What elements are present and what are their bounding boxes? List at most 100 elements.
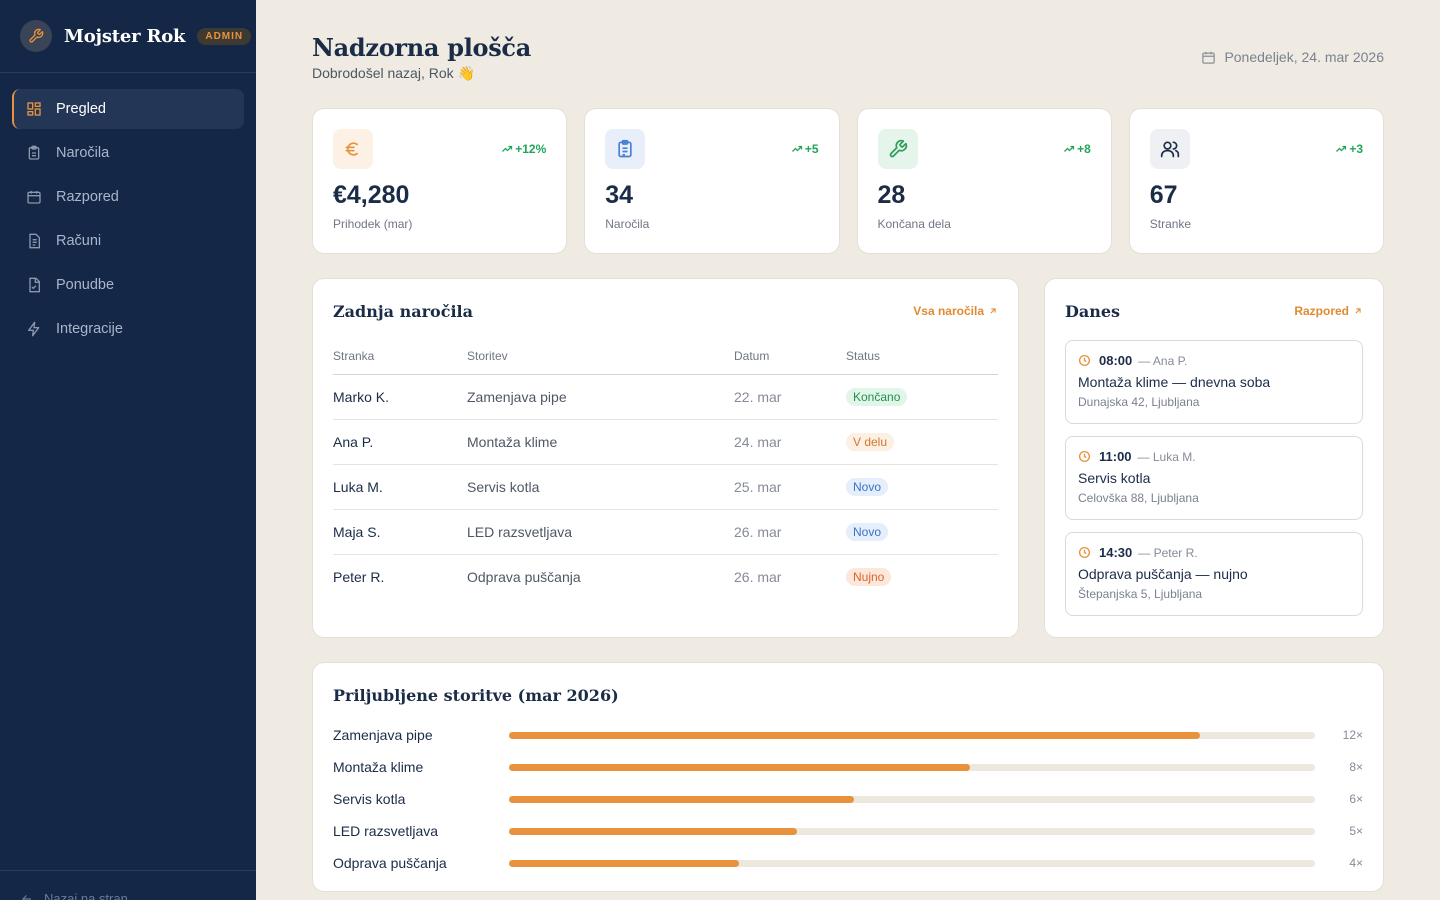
bar-track bbox=[509, 859, 1315, 867]
table-row[interactable]: Ana P. Montaža klime 24. mar V delu bbox=[333, 419, 998, 465]
stat-trend-value: +8 bbox=[1077, 142, 1091, 156]
sidebar-footer: Nazaj na stran bbox=[0, 870, 256, 900]
users-icon bbox=[1149, 129, 1190, 169]
status-badge: V delu bbox=[846, 432, 895, 451]
sidebar-item-label: Razpored bbox=[56, 189, 119, 205]
page-title: Nadzorna plošča bbox=[312, 33, 531, 62]
table-row[interactable]: Peter R. Odprava puščanja 26. mar Nujno bbox=[333, 554, 998, 599]
page-subtitle: Dobrodošel nazaj, Rok 👋 bbox=[312, 65, 475, 81]
back-to-site-link[interactable]: Nazaj na stran bbox=[20, 891, 128, 900]
recent-orders-card: Zadnja naročila Vsa naročila Stranka Sto… bbox=[312, 278, 1019, 638]
stat-value: 28 bbox=[877, 181, 906, 209]
orders-table: Stranka Storitev Datum Status Marko K. Z… bbox=[333, 338, 998, 599]
clock-icon bbox=[1078, 354, 1091, 367]
stat-label: Naročila bbox=[605, 217, 650, 231]
schedule-link[interactable]: Razpored bbox=[1294, 304, 1363, 318]
bar-track bbox=[509, 731, 1315, 739]
stat-trend-value: +5 bbox=[804, 142, 819, 156]
service-bar-row: Servis kotla 6× bbox=[333, 783, 1363, 815]
column-header: Storitev bbox=[467, 338, 734, 375]
popular-services-card: Priljubljene storitve (mar 2026) Zamenja… bbox=[312, 662, 1384, 892]
appointment-list: 08:00 — Ana P. Montaža klime — dnevna so… bbox=[1065, 340, 1363, 616]
order-client: Peter R. bbox=[333, 568, 385, 585]
sidebar-item-pregled[interactable]: Pregled bbox=[12, 89, 244, 129]
status-badge: Nujno bbox=[846, 567, 892, 586]
column-header: Status bbox=[846, 338, 998, 375]
wrench-icon bbox=[20, 20, 52, 52]
order-service: Zamenjava pipe bbox=[467, 374, 734, 420]
service-bar-row: Odprava puščanja 4× bbox=[333, 847, 1363, 879]
appointment-title: Montaža klime — dnevna soba bbox=[1078, 374, 1271, 390]
stat-value: 67 bbox=[1149, 181, 1178, 209]
sidebar-item-narocila[interactable]: Naročila bbox=[12, 133, 244, 173]
service-label: Servis kotla bbox=[333, 791, 406, 807]
service-bar-row: Montaža klime 8× bbox=[333, 751, 1363, 783]
stat-label: Prihodek (mar) bbox=[333, 217, 413, 231]
stat-trend: +8 bbox=[1063, 142, 1091, 156]
service-label: Zamenjava pipe bbox=[333, 727, 433, 743]
sidebar-item-integracije[interactable]: Integracije bbox=[12, 309, 244, 349]
service-count: 12× bbox=[1342, 728, 1363, 742]
sidebar-item-label: Pregled bbox=[56, 101, 106, 117]
service-count: 4× bbox=[1349, 856, 1363, 870]
appointment-item[interactable]: 11:00 — Luka M. Servis kotla Celovška 88… bbox=[1065, 436, 1363, 520]
appointment-time: 08:00 bbox=[1099, 353, 1133, 368]
order-client: Maja S. bbox=[333, 509, 467, 555]
stat-value: €4,280 bbox=[333, 181, 410, 209]
stat-card-completed: +8 28 Končana dela bbox=[856, 108, 1112, 254]
appointment-title: Servis kotla bbox=[1078, 470, 1151, 486]
stat-trend: +5 bbox=[791, 142, 819, 156]
order-client: Ana P. bbox=[333, 419, 467, 465]
sidebar-item-razpored[interactable]: Razpored bbox=[12, 177, 244, 217]
stat-card-revenue: +12% €4,280 Prihodek (mar) bbox=[312, 108, 568, 254]
appointment-client: — Peter R. bbox=[1138, 545, 1198, 560]
all-orders-link[interactable]: Vsa naročila bbox=[913, 304, 998, 318]
content-row: Zadnja naročila Vsa naročila Stranka Sto… bbox=[312, 278, 1384, 638]
order-date: 22. mar bbox=[734, 374, 846, 420]
table-row[interactable]: Maja S. LED razsvetljava 26. mar Novo bbox=[333, 509, 998, 555]
order-service: Odprava puščanja bbox=[467, 568, 581, 585]
sidebar-item-label: Integracije bbox=[56, 321, 123, 337]
stat-trend: +12% bbox=[501, 142, 546, 156]
stat-label: Stranke bbox=[1149, 217, 1192, 231]
bar-fill bbox=[509, 859, 740, 867]
service-label: LED razsvetljava bbox=[333, 823, 439, 839]
bar-fill bbox=[509, 731, 1200, 739]
service-label: Montaža klime bbox=[333, 759, 424, 775]
trend-up-icon bbox=[502, 145, 513, 152]
bar-fill bbox=[509, 763, 970, 771]
sidebar-item-ponudbe[interactable]: Ponudbe bbox=[12, 265, 244, 305]
service-count: 5× bbox=[1349, 824, 1363, 838]
stats-row: +12% €4,280 Prihodek (mar) +5 34 Naročil… bbox=[312, 108, 1384, 254]
wrench-icon bbox=[877, 129, 918, 169]
lightning-icon bbox=[28, 321, 40, 337]
stat-trend-value: +12% bbox=[515, 142, 547, 156]
service-count: 6× bbox=[1349, 792, 1363, 806]
bar-track bbox=[509, 763, 1315, 771]
card-title: Priljubljene storitve (mar 2026) bbox=[333, 686, 619, 705]
invoice-icon bbox=[29, 233, 40, 249]
column-header: Datum bbox=[734, 338, 846, 375]
stat-card-orders: +5 34 Naročila bbox=[584, 108, 840, 254]
today-card: Danes Razpored 08:00 — Ana P. Montaža kl… bbox=[1044, 278, 1384, 638]
order-service: Montaža klime bbox=[467, 419, 734, 465]
sidebar-item-label: Ponudbe bbox=[56, 277, 115, 293]
order-client: Marko K. bbox=[333, 374, 467, 420]
trend-up-icon bbox=[1336, 145, 1347, 152]
appointment-time: 11:00 bbox=[1099, 449, 1132, 464]
order-date: 25. mar bbox=[734, 464, 846, 510]
table-row[interactable]: Marko K. Zamenjava pipe 22. mar Končano bbox=[333, 374, 998, 420]
back-to-site-label: Nazaj na stran bbox=[44, 891, 128, 900]
order-date: 26. mar bbox=[734, 568, 782, 585]
status-badge: Končano bbox=[846, 387, 908, 406]
appointment-item[interactable]: 08:00 — Ana P. Montaža klime — dnevna so… bbox=[1065, 340, 1363, 424]
appointment-item[interactable]: 14:30 — Peter R. Odprava puščanja — nujn… bbox=[1065, 532, 1363, 616]
main-content: Nadzorna plošča Dobrodošel nazaj, Rok 👋 … bbox=[312, 0, 1384, 892]
bar-fill bbox=[509, 827, 797, 835]
service-count: 8× bbox=[1349, 760, 1363, 774]
appointment-time: 14:30 bbox=[1099, 545, 1133, 560]
calendar-icon bbox=[27, 191, 41, 204]
appointment-client: — Ana P. bbox=[1138, 353, 1188, 368]
table-row[interactable]: Luka M. Servis kotla 25. mar Novo bbox=[333, 464, 998, 510]
sidebar-item-racuni[interactable]: Računi bbox=[12, 221, 244, 261]
